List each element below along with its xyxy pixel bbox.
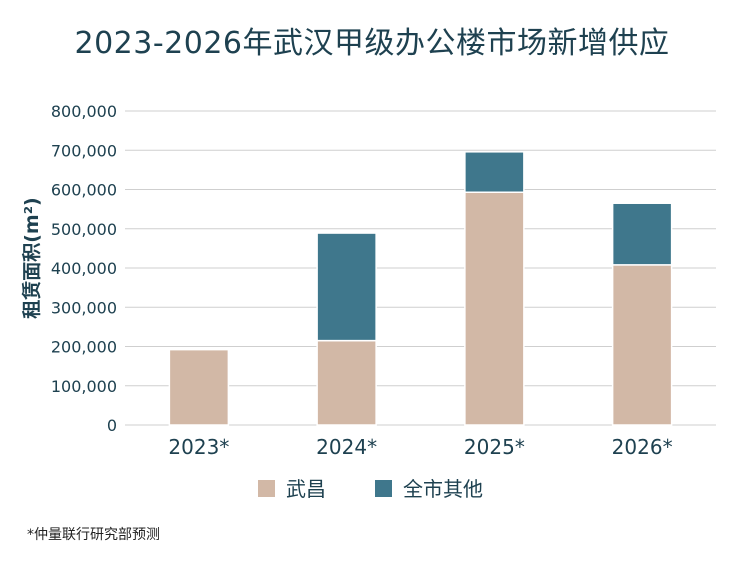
x-tick-label: 2024*	[316, 435, 377, 459]
legend: 武昌 全市其他	[258, 477, 483, 501]
y-tick-label: 0	[107, 416, 117, 435]
legend-label: 武昌	[286, 477, 326, 501]
y-tick-label: 200,000	[51, 338, 117, 357]
chart-title: 2023-2026年武汉甲级办公楼市场新增供应	[74, 26, 670, 61]
x-tick-label: 2023*	[168, 435, 229, 459]
bar-2026-series-0	[611, 264, 673, 426]
y-tick-label: 700,000	[51, 141, 117, 160]
y-tick-label: 100,000	[51, 377, 117, 396]
bar-2023-series-0	[168, 348, 230, 426]
y-tick-labels: 0 100,000 200,000 300,000 400,000 500,000 600,…	[51, 102, 117, 435]
y-tick-label: 300,000	[51, 298, 117, 317]
bar-2024-series-0	[316, 339, 377, 426]
x-tick-label: 2026*	[612, 435, 673, 459]
legend-swatch	[375, 480, 392, 497]
y-tick-label: 600,000	[51, 181, 117, 200]
y-tick-label: 400,000	[51, 259, 117, 278]
legend-swatch	[258, 480, 275, 497]
legend-label: 全市其他	[403, 477, 483, 501]
bar-2025-series-1	[464, 151, 525, 193]
footnote: *仲量联行研究部预测	[27, 527, 160, 543]
bar-2024-series-1	[316, 232, 377, 342]
y-tick-label: 500,000	[51, 220, 117, 239]
bars	[168, 151, 673, 426]
bar-2025-series-0	[464, 191, 525, 426]
y-tick-label: 800,000	[51, 102, 117, 121]
x-tick-labels: 2023* 2024* 2025* 2026*	[168, 435, 672, 459]
x-tick-label: 2025*	[464, 435, 525, 459]
bar-2026-series-1	[611, 202, 673, 266]
y-axis-label: 租赁面积(m²)	[20, 197, 43, 319]
